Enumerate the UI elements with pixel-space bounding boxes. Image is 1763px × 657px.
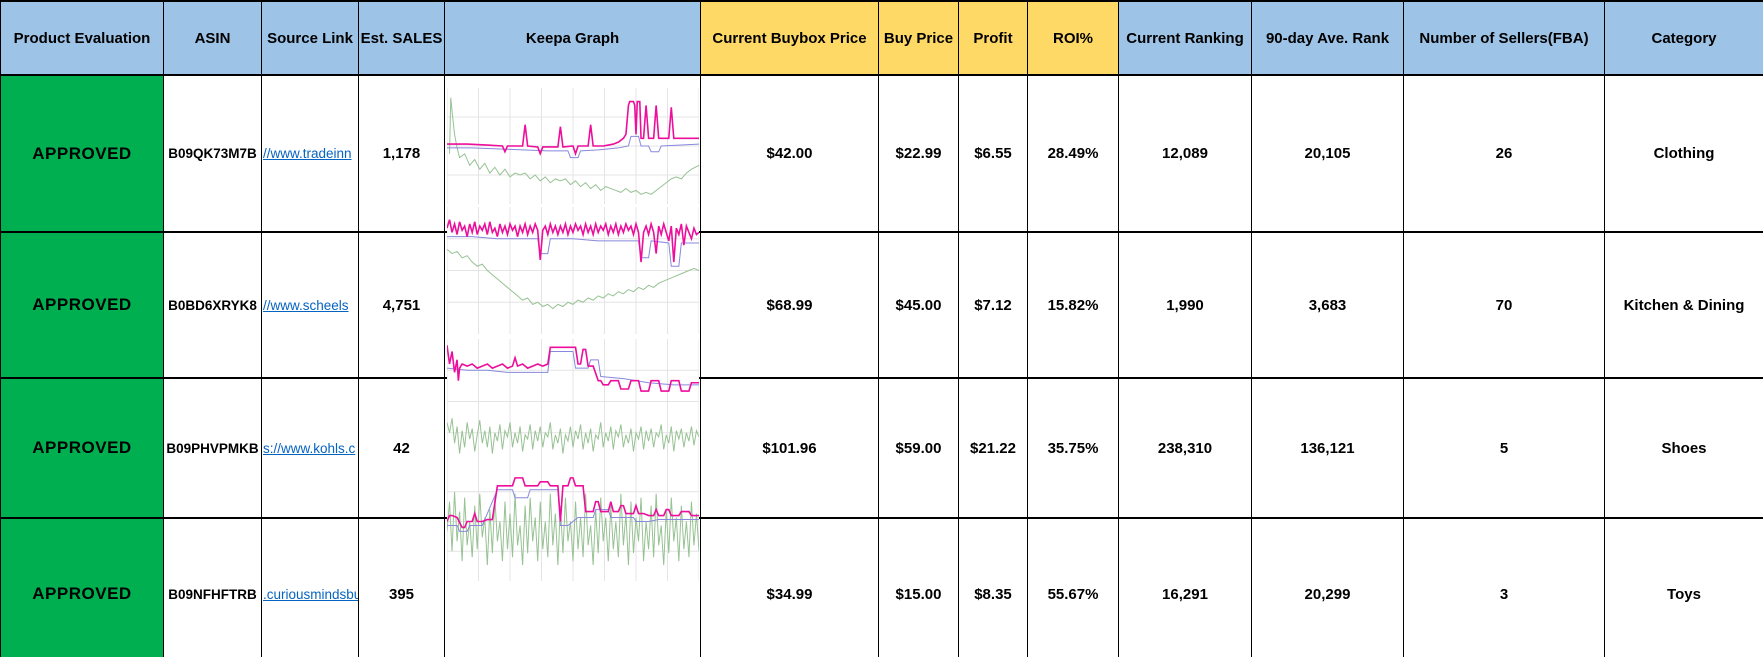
column-header-keepa-graph: Keepa Graph [444,0,701,76]
cell-buybox-price: $42.00 [700,74,879,233]
cell-product-evaluation: APPROVED [0,377,164,519]
cell-category: Kitchen & Dining [1604,231,1763,379]
keepa-series-buybox-price [447,102,699,154]
source-link[interactable]: //www.tradeinn [263,146,352,161]
cell-product-evaluation: APPROVED [0,74,164,233]
cell-buybox-price: $101.96 [700,377,879,519]
cell-source-link: s://www.kohls.c [261,377,359,519]
cell-est-sales: 395 [358,517,445,657]
header-row: Product Evaluation ASIN Source Link Est.… [0,0,1763,76]
cell-category: Toys [1604,517,1763,657]
cell-buy-price: $45.00 [878,231,959,379]
cell-est-sales: 42 [358,377,445,519]
cell-buybox-price: $68.99 [700,231,879,379]
cell-profit: $21.22 [958,377,1028,519]
cell-profit: $8.35 [958,517,1028,657]
cell-category: Shoes [1604,377,1763,519]
keepa-series-new-price [447,490,699,532]
cell-asin: B09NFHFTRB [163,517,262,657]
cell-90day-ave-rank: 20,299 [1251,517,1404,657]
keepa-graph-image [447,88,699,204]
table-row: APPROVED B09PHVPMKB s://www.kohls.c 42 $… [0,377,1763,519]
cell-asin: B09PHVPMKB [163,377,262,519]
column-header-buy-price: Buy Price [878,0,959,76]
source-link[interactable]: //www.scheels [263,297,349,313]
cell-category: Clothing [1604,74,1763,233]
cell-buy-price: $22.99 [878,74,959,233]
cell-90day-ave-rank: 136,121 [1251,377,1404,519]
cell-current-ranking: 238,310 [1118,377,1252,519]
column-header-profit: Profit [958,0,1028,76]
cell-sellers-fba: 70 [1403,231,1605,379]
column-header-90day-ave-rank: 90-day Ave. Rank [1251,0,1404,76]
cell-90day-ave-rank: 3,683 [1251,231,1404,379]
table-row: APPROVED B09NFHFTRB .curiousmindsbu 395 … [0,517,1763,657]
cell-current-ranking: 1,990 [1118,231,1252,379]
cell-est-sales: 1,178 [358,74,445,233]
keepa-graph-image [447,462,699,581]
cell-asin: B09QK73M7B [163,74,262,233]
column-header-category: Category [1604,0,1763,76]
column-header-est-sales: Est. SALES [358,0,445,76]
cell-roi: 55.67% [1027,517,1119,657]
cell-current-ranking: 16,291 [1118,517,1252,657]
column-header-roi: ROI% [1027,0,1119,76]
cell-est-sales: 4,751 [358,231,445,379]
cell-buybox-price: $34.99 [700,517,879,657]
table-row: APPROVED B09QK73M7B //www.tradeinn 1,178… [0,74,1763,233]
keepa-series-buybox-price [447,220,699,262]
cell-buy-price: $15.00 [878,517,959,657]
keepa-series-new-price [447,136,699,157]
cell-product-evaluation: APPROVED [0,231,164,379]
cell-product-evaluation: APPROVED [0,517,164,657]
cell-90day-ave-rank: 20,105 [1251,74,1404,233]
cell-source-link: .curiousmindsbu [261,517,359,657]
cell-profit: $7.12 [958,231,1028,379]
cell-roi: 28.49% [1027,74,1119,233]
cell-buy-price: $59.00 [878,377,959,519]
cell-source-link: //www.tradeinn [261,74,359,233]
cell-asin: B0BD6XRYK8 [163,231,262,379]
column-header-current-buybox-price: Current Buybox Price [700,0,879,76]
keepa-series-sales-rank [447,418,699,453]
source-link[interactable]: s://www.kohls.c [263,440,356,456]
column-header-number-of-sellers-fba: Number of Sellers(FBA) [1403,0,1605,76]
keepa-graph-image [447,339,699,464]
column-header-asin: ASIN [163,0,262,76]
column-header-product-evaluation: Product Evaluation [0,0,164,76]
keepa-series-sales-rank [450,98,699,195]
cell-sellers-fba: 26 [1403,74,1605,233]
cell-sellers-fba: 5 [1403,377,1605,519]
column-header-current-ranking: Current Ranking [1118,0,1252,76]
cell-roi: 15.82% [1027,231,1119,379]
keepa-series-new-price [447,237,699,267]
cell-current-ranking: 12,089 [1118,74,1252,233]
cell-profit: $6.55 [958,74,1028,233]
table-row: APPROVED B0BD6XRYK8 //www.scheels 4,751 … [0,231,1763,379]
cell-roi: 35.75% [1027,377,1119,519]
keepa-graph-image [447,207,699,334]
cell-source-link: //www.scheels [261,231,359,379]
keepa-series-buybox-price [447,345,699,391]
keepa-series-sales-rank [447,249,699,308]
column-header-source-link: Source Link [261,0,359,76]
cell-sellers-fba: 3 [1403,517,1605,657]
keepa-series-buybox-price [447,478,699,528]
source-link[interactable]: .curiousmindsbu [263,586,359,602]
